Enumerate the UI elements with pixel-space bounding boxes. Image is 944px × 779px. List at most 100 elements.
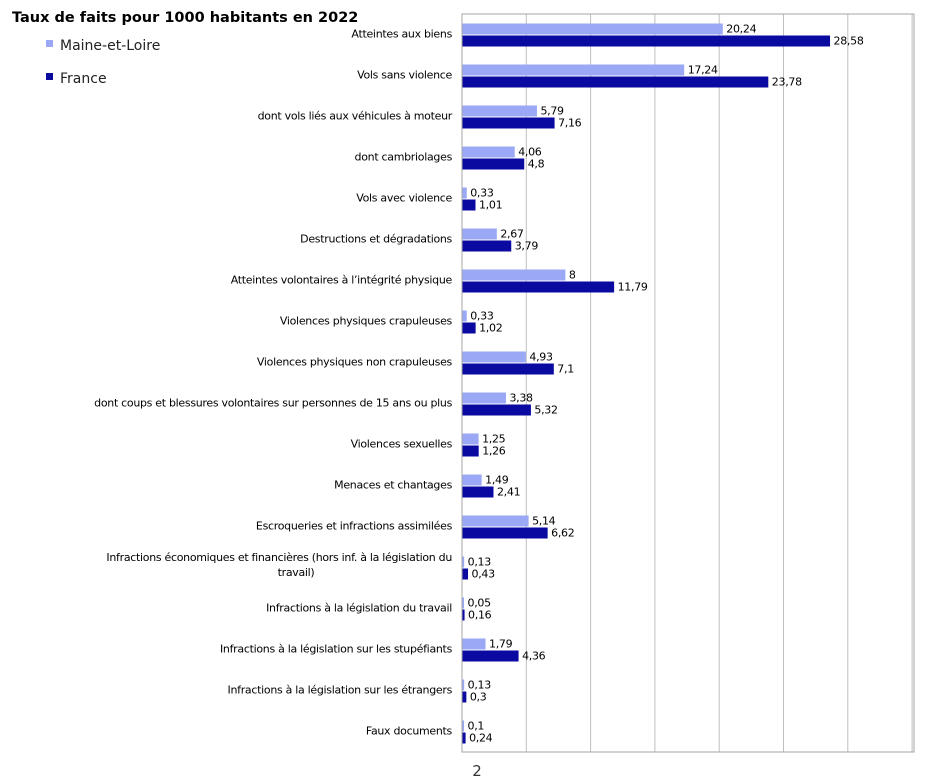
value-label-maine-et-loire: 0,33 <box>470 187 494 200</box>
value-label-maine-et-loire: 0,1 <box>468 720 485 733</box>
bar-maine-et-loire <box>462 351 526 363</box>
category-label: Infractions à la législation du travail <box>266 602 452 615</box>
value-label-maine-et-loire: 1,79 <box>489 638 513 651</box>
category-label: dont cambriolages <box>355 151 453 164</box>
category-label: Vols avec violence <box>356 192 452 205</box>
plot-area-frame <box>461 13 915 753</box>
category-label: Infractions à la législation sur les étr… <box>228 684 453 697</box>
bar-france <box>462 281 615 293</box>
bar-france <box>462 199 476 211</box>
value-label-france: 4,36 <box>522 650 546 663</box>
bar-maine-et-loire <box>462 187 467 199</box>
bar-maine-et-loire <box>462 597 464 609</box>
category-label: dont vols liés aux véhicules à moteur <box>258 110 453 123</box>
legend: Maine-et-Loire France <box>46 38 160 87</box>
value-label-france: 0,16 <box>468 609 492 622</box>
value-label-france: 1,26 <box>482 445 506 458</box>
category-label: Infractions à la législation sur les stu… <box>220 643 453 656</box>
value-label-maine-et-loire: 2,67 <box>500 228 524 241</box>
value-label-france: 0,3 <box>470 691 487 704</box>
category-label: Escroqueries et infractions assimilées <box>256 520 453 533</box>
value-label-france: 11,79 <box>618 281 648 294</box>
value-label-maine-et-loire: 17,24 <box>688 64 718 77</box>
value-label-france: 28,58 <box>834 35 864 48</box>
value-label-maine-et-loire: 1,25 <box>482 433 506 446</box>
bar-maine-et-loire <box>462 556 465 568</box>
category-label: Atteintes volontaires à l’intégrité phys… <box>231 274 453 287</box>
chart-title: Taux de faits pour 1000 habitants en 202… <box>12 10 358 26</box>
bar-maine-et-loire <box>462 638 486 650</box>
value-label-maine-et-loire: 1,49 <box>485 474 509 487</box>
bar-maine-et-loire <box>462 146 515 158</box>
bar-france <box>462 486 494 498</box>
bar-france <box>462 240 512 252</box>
bar-france <box>462 35 831 47</box>
value-label-france: 0,24 <box>469 732 493 745</box>
bar-maine-et-loire <box>462 105 537 117</box>
category-label: Violences physiques non crapuleuses <box>257 356 453 369</box>
category-labels: Atteintes aux biens Vols sans violence don… <box>94 28 453 738</box>
bar-maine-et-loire <box>462 23 723 35</box>
value-label-maine-et-loire: 4,93 <box>529 351 553 364</box>
value-label-france: 7,1 <box>557 363 574 376</box>
bar-maine-et-loire <box>462 474 482 486</box>
value-label-maine-et-loire: 20,24 <box>726 23 756 36</box>
value-label-france: 0,43 <box>472 568 496 581</box>
value-label-maine-et-loire: 5,14 <box>532 515 556 528</box>
bar-maine-et-loire <box>462 433 479 445</box>
value-label-france: 7,16 <box>558 117 582 130</box>
bar-maine-et-loire <box>462 515 529 527</box>
bar-france <box>462 117 555 129</box>
category-label: Destructions et dégradations <box>300 233 452 246</box>
bar-france <box>462 609 465 621</box>
category-label: Infractions économiques et financières (… <box>106 551 452 579</box>
bar-france <box>462 732 466 744</box>
bars <box>462 23 831 744</box>
page-number: 2 <box>472 762 482 779</box>
bar-france <box>462 691 467 703</box>
bar-france <box>462 404 531 416</box>
category-label: Vols sans violence <box>357 69 452 82</box>
bar-france <box>462 527 548 539</box>
legend-label-france: France <box>60 71 107 87</box>
bar-maine-et-loire <box>462 228 497 240</box>
category-label: Atteintes aux biens <box>351 28 452 41</box>
value-label-maine-et-loire: 8 <box>569 269 576 282</box>
value-label-france: 3,79 <box>515 240 539 253</box>
category-label-line: travail) <box>278 566 315 579</box>
value-label-maine-et-loire: 0,13 <box>468 679 492 692</box>
legend-swatch-maine-et-loire <box>46 40 53 47</box>
category-label: Violences physiques crapuleuses <box>280 315 453 328</box>
value-label-france: 1,01 <box>479 199 502 212</box>
value-label-france: 23,78 <box>772 76 802 89</box>
bar-france <box>462 322 476 334</box>
legend-label-maine-et-loire: Maine-et-Loire <box>60 38 160 54</box>
bar-maine-et-loire <box>462 392 506 404</box>
bar-france <box>462 568 469 580</box>
bar-maine-et-loire <box>462 310 467 322</box>
value-label-maine-et-loire: 0,33 <box>470 310 494 323</box>
bar-france <box>462 76 769 88</box>
value-label-france: 5,32 <box>534 404 557 417</box>
gridlines <box>525 14 913 752</box>
value-label-maine-et-loire: 4,06 <box>518 146 542 159</box>
category-label: Faux documents <box>366 725 453 738</box>
category-label: dont coups et blessures volontaires sur … <box>94 397 452 410</box>
bar-france <box>462 445 479 457</box>
bar-maine-et-loire <box>462 269 566 281</box>
legend-swatch-france <box>46 73 53 80</box>
value-label-maine-et-loire: 5,79 <box>540 105 564 118</box>
value-label-france: 1,02 <box>479 322 502 335</box>
value-label-maine-et-loire: 0,13 <box>468 556 492 569</box>
bar-maine-et-loire <box>462 720 464 732</box>
value-label-france: 4,8 <box>528 158 545 171</box>
category-label-line: Infractions économiques et financières (… <box>106 551 452 564</box>
bar-maine-et-loire <box>462 64 685 76</box>
bar-maine-et-loire <box>462 679 465 691</box>
value-label-france: 2,41 <box>497 486 520 499</box>
category-label: Violences sexuelles <box>351 438 453 451</box>
value-label-france: 6,62 <box>551 527 574 540</box>
value-label-maine-et-loire: 0,05 <box>468 597 492 610</box>
bar-france <box>462 650 519 662</box>
